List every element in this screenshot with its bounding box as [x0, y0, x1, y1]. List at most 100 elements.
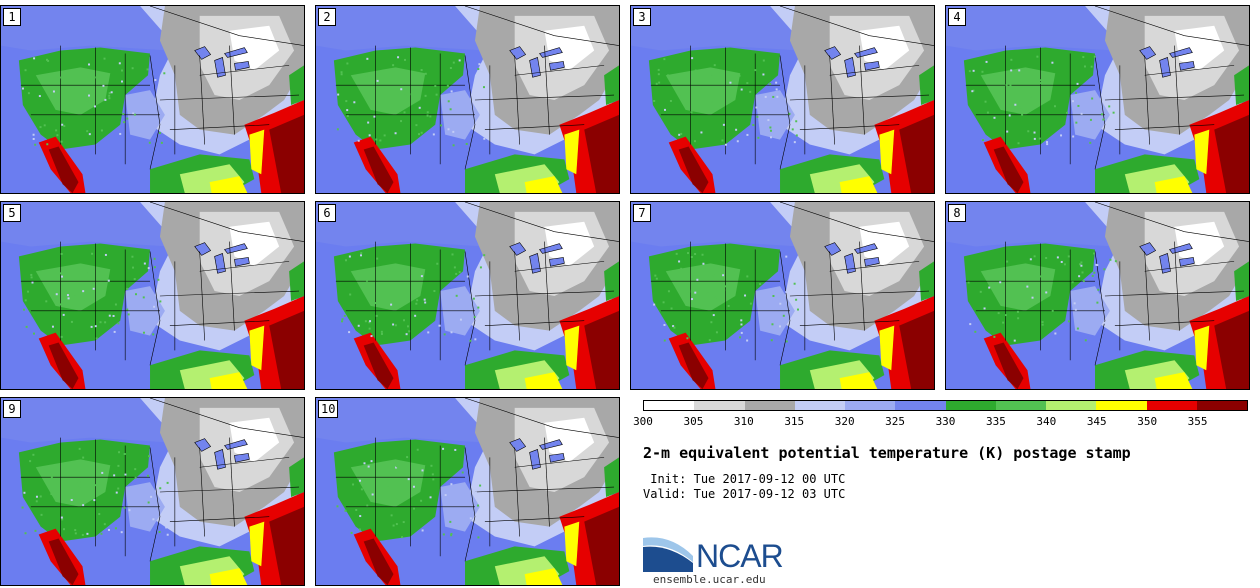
- speckle: [756, 115, 759, 118]
- speckle: [345, 100, 348, 103]
- great-lake: [234, 61, 250, 71]
- speckle: [386, 486, 389, 489]
- speckle: [667, 290, 670, 293]
- speckle: [1006, 260, 1009, 263]
- theta-e-region: [48, 538, 79, 585]
- speckle: [688, 290, 691, 293]
- speckle: [394, 324, 397, 327]
- speckle: [1000, 268, 1003, 271]
- speckle: [762, 73, 765, 76]
- speckle: [160, 141, 163, 144]
- speckle: [60, 76, 63, 79]
- speckle: [368, 134, 371, 137]
- speckle: [729, 88, 732, 91]
- state-border: [1104, 94, 1245, 101]
- speckle: [1113, 67, 1116, 70]
- great-lake: [214, 57, 226, 78]
- speckle: [86, 532, 89, 535]
- speckle: [402, 521, 405, 524]
- speckle: [389, 499, 392, 502]
- speckle: [740, 319, 743, 322]
- great-lake: [509, 242, 527, 256]
- speckle: [82, 456, 85, 459]
- speckle: [424, 72, 427, 75]
- speckle: [754, 69, 757, 72]
- speckle: [94, 325, 97, 328]
- legend-swatch: [644, 401, 695, 410]
- theta-e-region: [269, 114, 304, 193]
- speckle: [788, 112, 791, 115]
- speckle: [112, 314, 115, 317]
- speckle: [715, 331, 718, 334]
- state-border: [199, 65, 290, 76]
- speckle: [133, 278, 136, 281]
- speckle: [466, 275, 469, 278]
- map-image: [631, 202, 934, 389]
- speckle: [39, 495, 42, 498]
- speckle: [348, 331, 351, 334]
- speckle: [27, 92, 30, 95]
- speckle: [420, 474, 423, 477]
- speckle: [131, 255, 134, 258]
- speckle: [21, 87, 24, 90]
- speckle: [1075, 121, 1078, 124]
- speckle: [392, 323, 395, 326]
- speckle: [32, 453, 35, 456]
- map-image: [316, 398, 619, 585]
- great-lake: [194, 242, 212, 256]
- theta-e-region: [249, 521, 265, 567]
- speckle: [685, 72, 688, 75]
- theta-e-region: [859, 221, 910, 267]
- speckle: [61, 518, 64, 521]
- speckle: [46, 58, 48, 61]
- speckle: [148, 455, 151, 458]
- legend-tick-label: 330: [935, 415, 956, 428]
- speckle: [1008, 114, 1011, 117]
- member-map-panel: 8: [945, 201, 1250, 390]
- great-lake: [529, 57, 541, 78]
- speckle: [405, 333, 408, 336]
- speckle: [56, 134, 59, 137]
- legend-tick-label: 325: [885, 415, 906, 428]
- great-lake: [1179, 257, 1195, 267]
- speckle: [479, 484, 482, 487]
- great-lake: [529, 253, 541, 274]
- speckle: [30, 276, 33, 279]
- speckle: [1007, 104, 1010, 107]
- speckle: [764, 95, 767, 98]
- state-border: [464, 55, 476, 170]
- speckle: [412, 507, 415, 510]
- speckle: [482, 86, 485, 89]
- speckle: [394, 132, 397, 135]
- speckle: [446, 84, 449, 87]
- speckle: [1045, 257, 1048, 259]
- speckle: [50, 476, 53, 479]
- speckle: [158, 530, 161, 533]
- great-lake: [509, 46, 527, 60]
- speckle: [108, 314, 111, 317]
- speckle: [135, 293, 138, 296]
- speckle: [380, 332, 383, 335]
- speckle: [972, 89, 975, 92]
- speckle: [159, 487, 162, 490]
- speckle: [134, 476, 137, 479]
- theta-e-region: [1174, 25, 1225, 71]
- speckle: [663, 58, 666, 61]
- state-border: [514, 251, 520, 341]
- speckle: [785, 290, 788, 293]
- state-border: [544, 241, 550, 331]
- ensemble-url: ensemble.ucar.edu: [653, 573, 766, 586]
- speckle: [694, 291, 697, 294]
- speckle: [1026, 285, 1029, 288]
- speckle: [99, 271, 102, 274]
- speckle: [1083, 65, 1086, 68]
- speckle: [47, 59, 50, 62]
- speckle: [1014, 103, 1017, 106]
- speckle: [1096, 264, 1099, 267]
- speckle: [1081, 271, 1084, 274]
- speckle: [152, 518, 155, 521]
- speckle: [999, 281, 1002, 284]
- speckle: [368, 321, 371, 324]
- speckle: [416, 299, 419, 302]
- legend-swatch: [744, 401, 795, 410]
